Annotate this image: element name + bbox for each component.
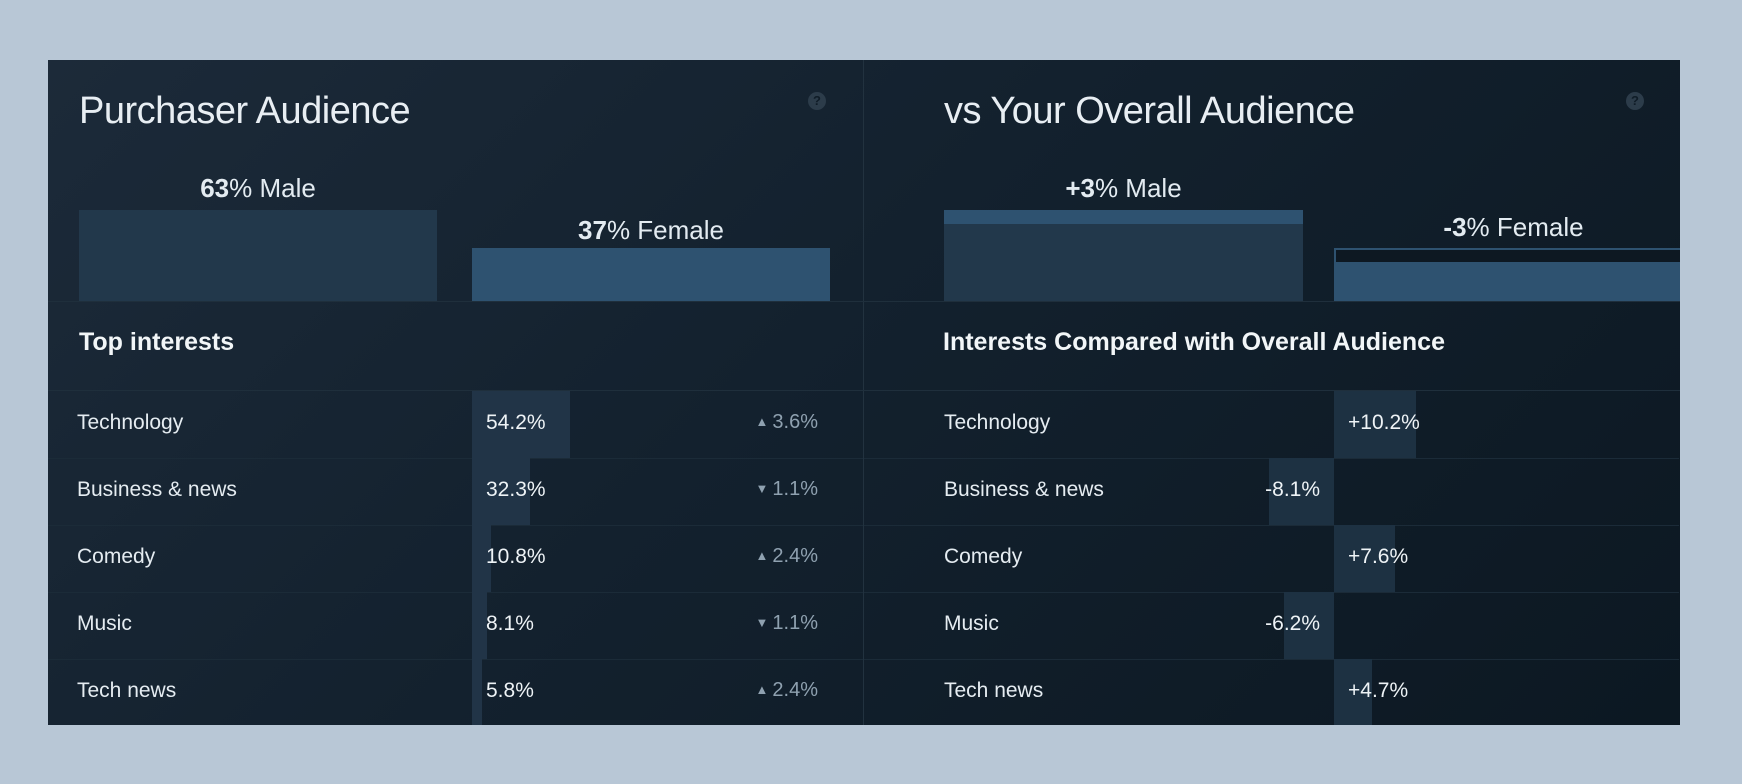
change-value: 1.1%: [772, 478, 818, 500]
row-divider: [864, 592, 1679, 593]
male-text: % Male: [229, 173, 316, 203]
comparison-category: Technology: [944, 411, 1051, 434]
interest-value: 54.2%: [486, 411, 546, 434]
interest-bar: [472, 592, 487, 659]
row-divider: [48, 592, 863, 593]
male-label: 63% Male: [79, 173, 437, 204]
interest-row: Music 8.1% ▼ 1.1%: [48, 592, 863, 659]
question-icon[interactable]: ?: [1626, 92, 1644, 110]
female-delta: -3: [1443, 212, 1467, 242]
change-value: 1.1%: [772, 612, 818, 634]
panel-divider: [863, 60, 864, 725]
comparison-category: Business & news: [944, 478, 1104, 501]
comparison-row: Tech news +4.7%: [864, 659, 1679, 725]
male-delta-segment: [944, 210, 1303, 224]
interest-change: ▲ 2.4%: [756, 545, 818, 568]
male-percent: 63: [200, 173, 230, 203]
male-delta: +3: [1065, 173, 1095, 203]
panel-title: vs Your Overall Audience: [944, 90, 1355, 132]
change-value: 2.4%: [772, 679, 818, 701]
male-bar: [944, 210, 1303, 301]
gender-section-divider: [48, 301, 1680, 302]
comparison-value: -6.2%: [1265, 612, 1320, 635]
interest-category: Technology: [77, 411, 184, 434]
heading-divider: [48, 390, 1680, 391]
row-divider: [864, 659, 1679, 660]
interest-bar: [472, 391, 570, 458]
comparison-category: Music: [944, 612, 999, 635]
interest-category: Business & news: [77, 478, 237, 501]
triangle-down-icon: ▼: [755, 615, 769, 630]
triangle-up-icon: ▲: [755, 682, 769, 697]
positive-delta-bar: [1334, 391, 1416, 458]
interest-row: Technology 54.2% ▲ 3.6%: [48, 391, 863, 458]
interest-value: 5.8%: [486, 679, 534, 702]
interest-row: Tech news 5.8% ▲ 2.4%: [48, 659, 863, 725]
interest-category: Music: [77, 612, 132, 635]
comparison-value: +4.7%: [1348, 679, 1409, 702]
interest-value: 10.8%: [486, 545, 546, 568]
comparison-row: Music -6.2%: [864, 592, 1679, 659]
interest-category: Comedy: [77, 545, 156, 568]
female-text: % Female: [1466, 212, 1584, 242]
section-heading: Top interests: [79, 328, 235, 356]
interest-change: ▲ 2.4%: [756, 679, 818, 702]
interest-row: Comedy 10.8% ▲ 2.4%: [48, 525, 863, 592]
female-label: 37% Female: [472, 215, 830, 246]
interest-row: Business & news 32.3% ▼ 1.1%: [48, 458, 863, 525]
row-divider: [48, 458, 863, 459]
male-text: % Male: [1094, 173, 1182, 203]
question-icon[interactable]: ?: [808, 92, 826, 110]
positive-delta-bar: [1334, 525, 1395, 592]
change-value: 3.6%: [772, 411, 818, 433]
comparison-value: +7.6%: [1348, 545, 1409, 568]
interest-bar: [472, 458, 530, 525]
section-heading: Interests Compared with Overall Audience: [943, 328, 1445, 356]
comparison-value: -8.1%: [1265, 478, 1320, 501]
triangle-up-icon: ▲: [755, 548, 769, 563]
interest-change: ▼ 1.1%: [756, 478, 818, 501]
male-delta-label: +3% Male: [944, 173, 1303, 204]
triangle-up-icon: ▲: [755, 414, 769, 429]
positive-delta-bar: [1334, 659, 1372, 725]
female-percent: 37: [578, 215, 607, 245]
female-delta-segment: [1334, 248, 1680, 264]
negative-delta-bar: [1284, 592, 1334, 659]
negative-delta-bar: [1269, 458, 1334, 525]
row-divider: [864, 525, 1679, 526]
row-divider: [48, 659, 863, 660]
interest-value: 8.1%: [486, 612, 534, 635]
comparison-category: Comedy: [944, 545, 1023, 568]
comparison-row: Business & news -8.1%: [864, 458, 1679, 525]
panel-title: Purchaser Audience: [79, 90, 411, 132]
comparison-row: Comedy +7.6%: [864, 525, 1679, 592]
comparison-value: +10.2%: [1348, 411, 1420, 434]
female-text: % Female: [606, 215, 724, 245]
interest-change: ▼ 1.1%: [756, 612, 818, 635]
comparison-row: Technology +10.2%: [864, 391, 1679, 458]
interest-bar: [472, 659, 482, 725]
female-delta-label: -3% Female: [1334, 212, 1680, 243]
purchaser-audience-panel: Purchaser Audience ? 63% Male 37% Female…: [48, 60, 863, 725]
female-bar: [472, 248, 830, 301]
row-divider: [48, 525, 863, 526]
interest-value: 32.3%: [486, 478, 546, 501]
comparison-category: Tech news: [944, 679, 1044, 702]
interest-bar: [472, 525, 491, 592]
interest-change: ▲ 3.6%: [756, 411, 818, 434]
change-value: 2.4%: [772, 545, 818, 567]
male-bar: [79, 210, 437, 301]
overall-audience-panel: vs Your Overall Audience +3% Male -3% Fe…: [864, 60, 1680, 725]
female-bar: [1334, 248, 1680, 301]
triangle-down-icon: ▼: [755, 481, 769, 496]
audience-card: Purchaser Audience ? 63% Male 37% Female…: [48, 60, 1680, 725]
interest-category: Tech news: [77, 679, 177, 702]
